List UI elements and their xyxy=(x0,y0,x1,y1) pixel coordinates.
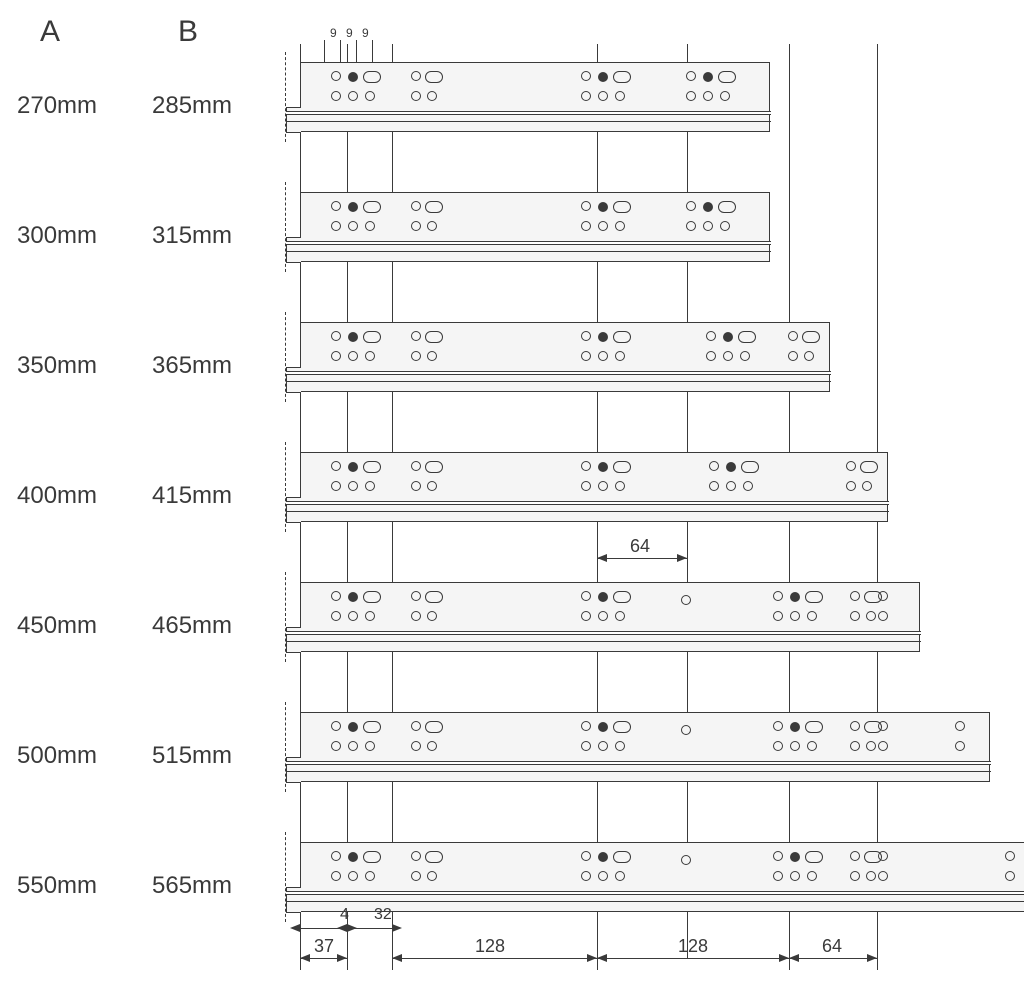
column-header-a: A xyxy=(40,15,60,49)
arrow-icon xyxy=(597,954,607,962)
dimension-a-label: 300mm xyxy=(17,222,97,250)
rail-profile xyxy=(300,322,830,392)
dimension-a-label: 350mm xyxy=(17,352,97,380)
dim-label-bottom: 64 xyxy=(822,936,842,957)
dimension-b-label: 465mm xyxy=(152,612,232,640)
dim-label-bottom: 128 xyxy=(678,936,708,957)
arrow-icon xyxy=(677,554,687,562)
arrow-icon xyxy=(300,954,310,962)
arrow-icon xyxy=(337,924,347,932)
dimension-b-label: 285mm xyxy=(152,92,232,120)
rail-profile xyxy=(300,712,990,782)
top-offset-tick xyxy=(372,40,373,62)
dim-tick xyxy=(300,946,301,970)
arrow-icon xyxy=(779,954,789,962)
dim-label-bottom: 128 xyxy=(475,936,505,957)
arrow-icon xyxy=(337,954,347,962)
arrow-icon xyxy=(392,924,402,932)
dimension-a-label: 400mm xyxy=(17,482,97,510)
dimension-a-label: 550mm xyxy=(17,872,97,900)
dim-tick xyxy=(392,946,393,970)
dimension-b-label: 515mm xyxy=(152,742,232,770)
arrow-icon xyxy=(290,924,300,932)
arrow-icon xyxy=(587,954,597,962)
rail-profile xyxy=(300,452,888,522)
rail-profile xyxy=(300,192,770,262)
arrow-icon xyxy=(789,954,799,962)
top-offset-label: 9 xyxy=(346,26,353,40)
top-offset-label: 9 xyxy=(362,26,369,40)
top-offset-label: 9 xyxy=(330,26,337,40)
dim-line-bottom xyxy=(597,958,789,959)
dim-tick xyxy=(347,946,348,970)
arrow-icon xyxy=(867,954,877,962)
rail-profile xyxy=(300,582,920,652)
dim-tick xyxy=(877,946,878,970)
arrow-icon xyxy=(392,954,402,962)
dim-line-64-mid xyxy=(597,558,687,559)
top-offset-tick xyxy=(340,40,341,62)
dimension-b-label: 315mm xyxy=(152,222,232,250)
dim-line-bottom xyxy=(392,958,597,959)
top-offset-tick xyxy=(324,40,325,62)
dim-tick xyxy=(597,946,598,970)
dimension-a-label: 270mm xyxy=(17,92,97,120)
top-offset-tick xyxy=(356,40,357,62)
rail-profile xyxy=(300,842,1024,912)
arrow-icon xyxy=(597,554,607,562)
dim-label-small: 4 xyxy=(340,906,349,924)
rail-profile xyxy=(300,62,770,132)
dim-line-bottom xyxy=(789,958,877,959)
dimension-a-label: 450mm xyxy=(17,612,97,640)
dimension-a-label: 500mm xyxy=(17,742,97,770)
dimension-b-label: 415mm xyxy=(152,482,232,510)
dimension-b-label: 565mm xyxy=(152,872,232,900)
dimension-b-label: 365mm xyxy=(152,352,232,380)
dim-label-small: 32 xyxy=(374,906,392,924)
dim-line-small xyxy=(347,928,392,929)
dim-tick xyxy=(789,946,790,970)
dim-label-64-mid: 64 xyxy=(630,536,650,557)
column-header-b: B xyxy=(178,15,198,49)
dim-label-bottom: 37 xyxy=(314,936,334,957)
